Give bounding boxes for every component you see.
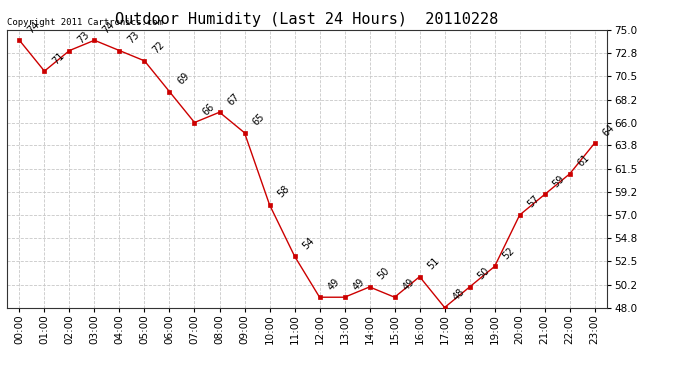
- Text: 57: 57: [526, 194, 542, 210]
- Text: 66: 66: [201, 102, 217, 117]
- Text: 51: 51: [426, 256, 442, 272]
- Text: 52: 52: [501, 245, 517, 261]
- Text: 49: 49: [351, 276, 366, 292]
- Text: Copyright 2011 Cartronics.com: Copyright 2011 Cartronics.com: [7, 18, 163, 27]
- Text: 50: 50: [476, 266, 492, 282]
- Text: 49: 49: [401, 276, 417, 292]
- Text: 58: 58: [276, 184, 292, 200]
- Text: 69: 69: [176, 71, 191, 87]
- Text: 74: 74: [101, 20, 117, 35]
- Text: 48: 48: [451, 286, 466, 302]
- Text: 59: 59: [551, 174, 566, 189]
- Text: 65: 65: [250, 112, 266, 128]
- Text: 67: 67: [226, 91, 241, 107]
- Text: 64: 64: [601, 122, 617, 138]
- Text: 50: 50: [376, 266, 392, 282]
- Text: 74: 74: [26, 20, 41, 35]
- Text: 71: 71: [50, 50, 66, 66]
- Text: 54: 54: [301, 235, 317, 251]
- Text: 61: 61: [576, 153, 591, 169]
- Title: Outdoor Humidity (Last 24 Hours)  20110228: Outdoor Humidity (Last 24 Hours) 2011022…: [115, 12, 499, 27]
- Text: 72: 72: [150, 40, 166, 56]
- Text: 73: 73: [126, 30, 141, 45]
- Text: 49: 49: [326, 276, 342, 292]
- Text: 73: 73: [76, 30, 92, 45]
